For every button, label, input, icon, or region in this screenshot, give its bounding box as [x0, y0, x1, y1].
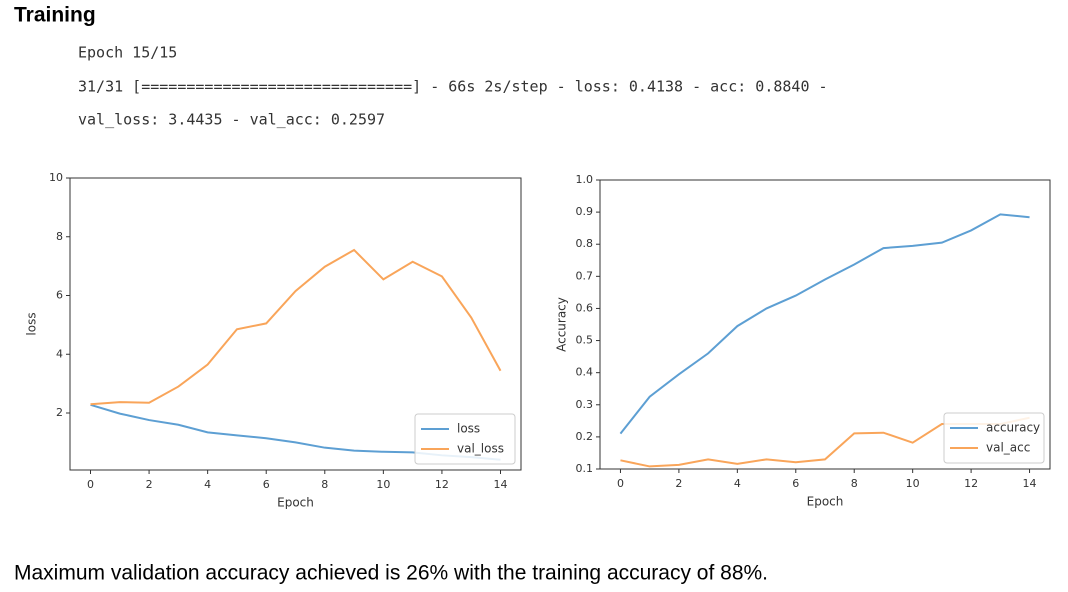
x-tick-label: 4: [204, 478, 211, 491]
x-tick-label: 12: [964, 477, 978, 490]
y-tick-label: 4: [56, 347, 63, 360]
x-tick-label: 14: [494, 478, 508, 491]
y-tick-label: 0.3: [576, 398, 594, 411]
legend-box: [943, 412, 1045, 464]
y-tick-label: 1.0: [576, 173, 594, 186]
legend-box: [414, 413, 516, 465]
heading: Training: [14, 4, 96, 27]
x-tick-label: 10: [376, 478, 390, 491]
x-tick-label: 8: [321, 478, 328, 491]
x-tick-label: 6: [792, 477, 799, 490]
console-line: val_loss: 3.4435 - val_acc: 0.2597: [78, 111, 385, 129]
conclusion: Maximum validation accuracy achieved is …: [14, 562, 768, 585]
x-tick-label: 2: [675, 477, 682, 490]
y-tick-label: 0.2: [576, 430, 594, 443]
series-line: [619, 213, 1030, 435]
legend-label: accuracy: [986, 421, 1040, 435]
x-axis-label: Epoch: [277, 496, 314, 510]
y-tick-label: 0.9: [576, 205, 594, 218]
x-tick-label: 14: [1023, 477, 1037, 490]
x-tick-label: 0: [87, 478, 94, 491]
x-tick-label: 6: [263, 478, 270, 491]
legend-label: loss: [457, 422, 480, 436]
y-tick-label: 0.7: [576, 269, 594, 282]
y-axis-label: Accuracy: [555, 297, 569, 352]
plot-frame: [599, 179, 1051, 470]
plot-frame: [69, 177, 522, 471]
y-tick-label: 0.5: [576, 334, 594, 347]
y-tick-label: 10: [49, 171, 63, 184]
y-tick-label: 0.8: [576, 237, 594, 250]
x-axis-label: Epoch: [807, 495, 844, 509]
y-tick-label: 0.4: [576, 366, 594, 379]
console-line: 31/31 [==============================] -…: [78, 78, 828, 96]
x-tick-label: 10: [906, 477, 920, 490]
x-tick-label: 0: [617, 477, 624, 490]
x-tick-label: 2: [146, 478, 153, 491]
y-tick-label: 6: [56, 289, 63, 302]
legend-label: val_acc: [986, 441, 1030, 455]
legend-label: val_loss: [457, 442, 504, 456]
y-tick-label: 2: [56, 406, 63, 419]
x-tick-label: 8: [851, 477, 858, 490]
console-line: Epoch 15/15: [78, 44, 177, 62]
x-tick-label: 12: [435, 478, 449, 491]
series-line: [90, 248, 502, 406]
y-tick-label: 0.1: [576, 462, 594, 475]
y-axis-label: loss: [25, 312, 39, 335]
y-tick-label: 8: [56, 230, 63, 243]
x-tick-label: 4: [734, 477, 741, 490]
y-tick-label: 0.6: [576, 301, 594, 314]
